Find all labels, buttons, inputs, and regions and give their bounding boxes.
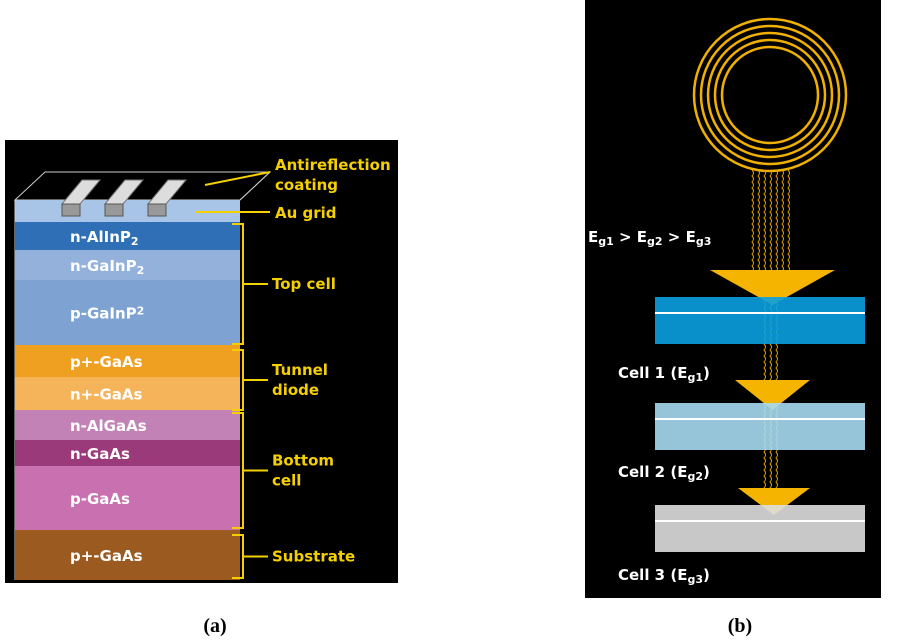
light-ring bbox=[713, 38, 827, 152]
light-ring bbox=[692, 17, 848, 173]
cell-label: Cell 1 (Eg1) bbox=[618, 364, 710, 384]
text-part: ) bbox=[703, 463, 710, 481]
text-part: g3 bbox=[696, 235, 712, 248]
text-part: n-AlGaAs bbox=[70, 417, 147, 435]
cell-layer bbox=[655, 297, 865, 344]
layer bbox=[15, 345, 240, 377]
group-label: cell bbox=[272, 472, 301, 490]
bracket bbox=[232, 412, 268, 529]
group-label: Tunnel bbox=[272, 361, 328, 379]
text-part: Cell 3 (E bbox=[618, 566, 687, 584]
layer-label: n-AlInP2 bbox=[70, 228, 139, 248]
text-part: n-AlInP bbox=[70, 228, 131, 246]
text-part: > E bbox=[614, 228, 647, 246]
group-label: Substrate bbox=[272, 548, 355, 566]
light-cone bbox=[710, 270, 835, 305]
layer bbox=[15, 466, 240, 530]
ray bbox=[751, 169, 754, 273]
layer-label: n-GaAs bbox=[70, 445, 130, 463]
caption-a: (a) bbox=[203, 615, 226, 637]
layer-label: n+-GaAs bbox=[70, 386, 143, 404]
group-label: Top cell bbox=[272, 275, 336, 293]
annotation: Antireflection bbox=[275, 156, 391, 174]
layer bbox=[15, 222, 240, 250]
layer-label: n-GaInP2 bbox=[70, 257, 144, 277]
cell-label: Cell 2 (Eg2) bbox=[618, 463, 710, 483]
text-part: E bbox=[588, 228, 598, 246]
text-part: ) bbox=[703, 566, 710, 584]
text-part: ) bbox=[703, 364, 710, 382]
text-part: p+-GaAs bbox=[70, 547, 143, 565]
text-part: p-GaInP bbox=[70, 305, 137, 323]
layer bbox=[15, 440, 240, 466]
layer-label: p-GaAs bbox=[70, 490, 130, 508]
panel-a: n-AlInP2n-GaInP2p-GaInP2p+-GaAsn+-GaAsn-… bbox=[13, 156, 391, 580]
layer bbox=[15, 410, 240, 440]
text-part: > E bbox=[663, 228, 696, 246]
layer-label: p+-GaAs bbox=[70, 353, 143, 371]
box-edge bbox=[239, 171, 271, 201]
text-part: n-GaInP bbox=[70, 257, 137, 275]
text-part: g3 bbox=[687, 573, 703, 586]
bracket bbox=[232, 534, 268, 579]
layer bbox=[15, 377, 240, 410]
layer bbox=[15, 530, 240, 580]
grid-finger-front bbox=[147, 203, 167, 217]
layer bbox=[15, 250, 240, 280]
text-part: 2 bbox=[137, 264, 145, 277]
ray bbox=[769, 169, 772, 273]
light-ring bbox=[706, 31, 834, 159]
bracket bbox=[232, 223, 268, 345]
ray bbox=[757, 169, 760, 273]
ray bbox=[781, 169, 784, 273]
cell-layer bbox=[655, 403, 865, 450]
text-part: 2 bbox=[131, 235, 139, 248]
cell-label: Cell 3 (Eg3) bbox=[618, 566, 710, 586]
text-part: Cell 2 (E bbox=[618, 463, 687, 481]
caption-b: (b) bbox=[728, 615, 752, 637]
cell-layer bbox=[655, 505, 865, 552]
text-part: n+-GaAs bbox=[70, 386, 143, 404]
text-part: g1 bbox=[598, 235, 614, 248]
annotation: coating bbox=[275, 176, 338, 194]
text-part: g2 bbox=[647, 235, 663, 248]
text-part: p-GaAs bbox=[70, 490, 130, 508]
bracket bbox=[232, 349, 268, 411]
light-cone bbox=[738, 488, 810, 515]
ray bbox=[775, 169, 778, 273]
light-cone bbox=[735, 380, 810, 410]
text-part: p+-GaAs bbox=[70, 353, 143, 371]
group-label: Bottom bbox=[272, 452, 334, 470]
group-label: diode bbox=[272, 381, 319, 399]
text-part: g1 bbox=[687, 371, 703, 384]
layer-label: n-AlGaAs bbox=[70, 417, 147, 435]
ray bbox=[787, 169, 790, 273]
light-ring bbox=[699, 24, 841, 166]
bandgap-relation: Eg1 > Eg2 > Eg3 bbox=[588, 228, 711, 248]
annotation: Au grid bbox=[275, 204, 337, 222]
grid-finger-front bbox=[104, 203, 124, 217]
text-part: Cell 1 (E bbox=[618, 364, 687, 382]
layer bbox=[15, 280, 240, 345]
text-part: n-GaAs bbox=[70, 445, 130, 463]
text-part: g2 bbox=[687, 470, 703, 483]
light-ring bbox=[720, 45, 820, 145]
pointer bbox=[204, 171, 271, 186]
grid-finger-front bbox=[61, 203, 81, 217]
layer-label: p+-GaAs bbox=[70, 547, 143, 565]
ray bbox=[763, 169, 766, 273]
text-part: 2 bbox=[137, 305, 145, 318]
layer-label: p-GaInP2 bbox=[70, 305, 144, 323]
